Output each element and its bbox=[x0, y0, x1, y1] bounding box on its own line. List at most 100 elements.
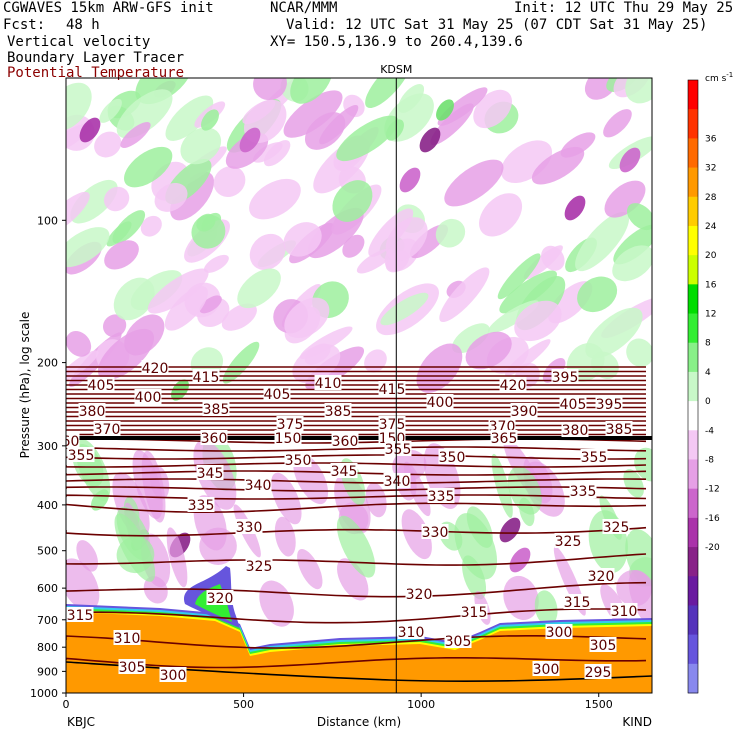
velocity-cell bbox=[336, 115, 399, 162]
colorbar-unit: cm s-1 bbox=[705, 71, 733, 84]
velocity-cell bbox=[94, 131, 122, 158]
velocity-cell bbox=[66, 558, 100, 611]
velocity-core bbox=[239, 127, 261, 153]
theta-label-bg bbox=[554, 533, 582, 548]
x-axis-label: Distance (km) bbox=[317, 715, 401, 729]
theta-label-bg bbox=[330, 463, 358, 478]
velocity-cell bbox=[435, 218, 466, 248]
y-axis: 100 200 300 400 500 600 700 800 900 1000 bbox=[30, 214, 66, 700]
theta-label-bg bbox=[460, 604, 488, 619]
terrain bbox=[66, 662, 652, 693]
velocity-core bbox=[399, 167, 421, 193]
velocity-cell bbox=[514, 300, 562, 342]
theta-label: 410 bbox=[315, 376, 342, 392]
theta-label: 310 bbox=[611, 604, 638, 620]
theta-label: 380 bbox=[79, 404, 106, 420]
theta-label: 385 bbox=[203, 402, 230, 418]
velocity-cell bbox=[66, 331, 92, 357]
field-potential-temperature: Potential Temperature bbox=[7, 65, 185, 81]
colorbar-swatch bbox=[688, 138, 698, 168]
velocity-cell bbox=[365, 78, 411, 109]
velocity-cell bbox=[626, 338, 652, 367]
velocity-cell bbox=[585, 307, 643, 359]
velocity-cell bbox=[116, 89, 173, 139]
theta-label-bg bbox=[324, 403, 352, 418]
theta-label: 385 bbox=[606, 422, 633, 438]
velocity-cell bbox=[356, 248, 394, 274]
velocity-cell bbox=[575, 211, 630, 272]
colorbar-swatch bbox=[688, 517, 698, 548]
x-tick-label: 1500 bbox=[585, 698, 613, 711]
velocity-cell bbox=[263, 140, 291, 167]
theta-label: 400 bbox=[427, 395, 454, 411]
x-tick-label: 500 bbox=[233, 698, 254, 711]
velocity-cell bbox=[120, 121, 151, 149]
velocity-cell bbox=[401, 509, 432, 560]
theta-label: 420 bbox=[142, 361, 169, 377]
velocity-cell bbox=[166, 527, 188, 588]
station-marker-label: KDSM bbox=[380, 63, 412, 76]
colorbar-label: -20 bbox=[705, 543, 720, 553]
colorbar-label: 28 bbox=[705, 193, 717, 203]
field-boundary-layer-tracer: Boundary Layer Tracer bbox=[7, 50, 185, 66]
colorbar-swatch bbox=[688, 488, 698, 519]
colorbar-label: 0 bbox=[705, 397, 711, 407]
theta-label-bg bbox=[263, 386, 291, 401]
theta-label: 385 bbox=[325, 404, 352, 420]
velocity-cell bbox=[439, 267, 490, 323]
colorbar-swatch bbox=[688, 342, 698, 373]
velocity-cell bbox=[113, 277, 155, 321]
velocity-cell bbox=[319, 104, 359, 145]
theta-label-bg bbox=[284, 452, 312, 467]
init-time: Init: 12 UTC Thu 29 May 25 bbox=[514, 0, 734, 16]
valid-time: Valid: 12 UTC Sat 31 May 25 (07 CDT Sat … bbox=[286, 17, 708, 33]
theta-label-bg bbox=[196, 465, 224, 480]
theta-label: 355 bbox=[385, 442, 412, 458]
velocity-cell bbox=[199, 295, 222, 314]
theta-label-bg bbox=[444, 633, 472, 648]
theta-label: 300 bbox=[546, 625, 573, 641]
theta-label: 360 bbox=[53, 434, 80, 450]
velocity-cell bbox=[332, 180, 373, 222]
velocity-cell bbox=[380, 292, 429, 326]
velocity-cell bbox=[499, 270, 557, 314]
theta-label: 345 bbox=[331, 464, 358, 480]
colorbar-swatch bbox=[688, 401, 698, 431]
theta-label-bg bbox=[561, 422, 589, 437]
theta-label-bg bbox=[427, 488, 455, 503]
velocity-cell bbox=[465, 331, 512, 370]
theta-label: 335 bbox=[428, 489, 455, 505]
colorbar-label: 24 bbox=[705, 222, 717, 232]
velocity-cell bbox=[70, 179, 118, 224]
velocity-cell bbox=[634, 447, 652, 482]
theta-label: 370 bbox=[94, 422, 121, 438]
colorbar-swatch bbox=[688, 605, 698, 636]
velocity-cell bbox=[577, 276, 618, 313]
boundary-layer-tracer-field bbox=[66, 566, 652, 693]
theta-label: 390 bbox=[511, 404, 538, 420]
colorbar-swatch bbox=[688, 663, 698, 694]
velocity-cell bbox=[274, 516, 296, 557]
velocity-core bbox=[499, 517, 521, 543]
theta-label: 395 bbox=[596, 397, 623, 413]
velocity-cell bbox=[479, 193, 523, 237]
theta-label-bg bbox=[235, 519, 263, 534]
velocity-cell bbox=[249, 233, 286, 271]
colorbar-swatch bbox=[688, 167, 698, 198]
velocity-cell bbox=[584, 78, 618, 100]
theta-contour bbox=[66, 553, 647, 566]
velocity-cell bbox=[140, 215, 162, 237]
theta-label: 345 bbox=[197, 466, 224, 482]
theta-label: 310 bbox=[398, 625, 425, 641]
colorbar-swatch bbox=[688, 576, 698, 606]
theta-contour bbox=[66, 657, 647, 669]
cross-section-endpoints: XY= 150.5,136.9 to 260.4,139.6 bbox=[270, 34, 523, 50]
y-tick-label: 200 bbox=[37, 357, 58, 370]
colorbar-swatch bbox=[688, 109, 698, 139]
velocity-core bbox=[619, 147, 641, 173]
theta-label-bg bbox=[584, 664, 612, 679]
theta-label-bg bbox=[589, 637, 617, 652]
velocity-cell bbox=[284, 297, 330, 339]
velocity-cell bbox=[560, 132, 596, 158]
theta-label: 340 bbox=[245, 478, 272, 494]
